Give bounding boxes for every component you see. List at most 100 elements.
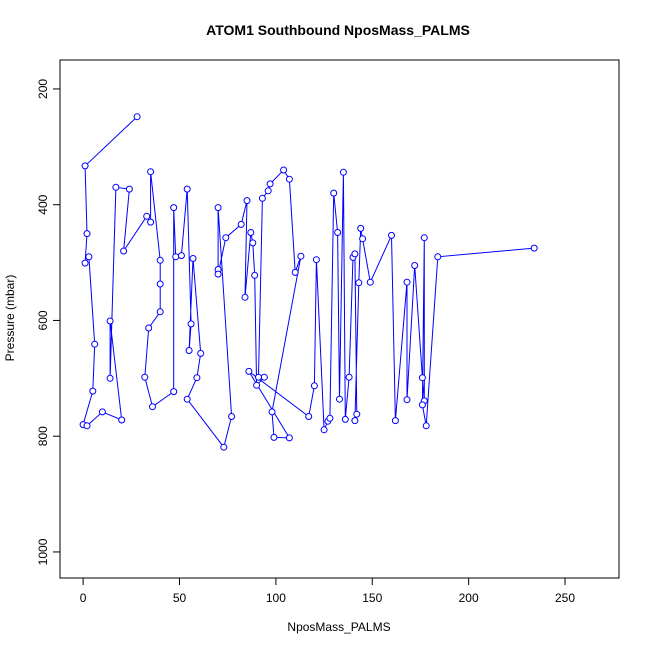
x-tick-label: 50 xyxy=(173,591,187,605)
data-point xyxy=(147,168,155,176)
data-point xyxy=(326,414,334,422)
data-point xyxy=(120,247,128,255)
data-point xyxy=(339,168,347,176)
data-point xyxy=(351,417,359,425)
data-point xyxy=(185,347,193,354)
data-point xyxy=(220,443,228,451)
data-point xyxy=(237,220,245,228)
data-point xyxy=(133,113,141,121)
data-point xyxy=(320,426,328,434)
data-point xyxy=(189,255,197,262)
data-point xyxy=(297,252,305,260)
data-point xyxy=(247,229,255,236)
data-point xyxy=(345,373,353,381)
data-point xyxy=(245,367,253,375)
data-point xyxy=(366,278,374,286)
data-point xyxy=(83,230,91,238)
data-point xyxy=(98,408,106,416)
data-point xyxy=(125,185,133,193)
data-point xyxy=(418,374,426,382)
data-point xyxy=(249,239,257,247)
data-point xyxy=(172,253,180,261)
data-point xyxy=(91,340,99,348)
x-tick-label: 0 xyxy=(80,591,87,605)
data-point xyxy=(183,395,191,403)
data-point xyxy=(147,218,155,226)
data-point xyxy=(268,408,276,416)
x-axis-label: NposMass_PALMS xyxy=(287,620,390,634)
data-point xyxy=(83,422,91,430)
data-point xyxy=(391,417,399,425)
data-point xyxy=(145,324,153,332)
data-point xyxy=(334,229,342,236)
data-point xyxy=(253,381,261,389)
data-point xyxy=(170,204,178,212)
data-point xyxy=(351,250,359,258)
data-point xyxy=(403,396,411,404)
data-point xyxy=(341,415,349,423)
y-tick-label: 1000 xyxy=(36,538,50,565)
data-point xyxy=(89,387,97,395)
data-point xyxy=(106,374,114,382)
data-point xyxy=(388,231,395,239)
data-point xyxy=(280,166,288,174)
data-point xyxy=(411,262,419,269)
data-point xyxy=(305,413,313,420)
data-point xyxy=(222,234,230,242)
data-point xyxy=(106,317,114,325)
data-point xyxy=(422,422,430,430)
data-point xyxy=(336,395,343,403)
data-point xyxy=(170,388,178,396)
y-tick-label: 800 xyxy=(36,426,50,446)
data-point xyxy=(260,373,268,381)
data-point xyxy=(285,434,293,442)
data-point xyxy=(156,308,164,316)
data-point xyxy=(197,349,205,357)
data-point xyxy=(187,320,195,328)
data-point xyxy=(530,244,538,252)
data-point xyxy=(193,374,201,382)
data-point xyxy=(258,194,266,202)
data-point xyxy=(149,403,156,411)
series-line xyxy=(82,116,535,449)
x-tick-label: 200 xyxy=(459,591,479,605)
data-point xyxy=(403,278,411,286)
x-tick-label: 250 xyxy=(555,591,575,605)
data-point xyxy=(183,185,191,193)
data-point xyxy=(141,373,149,381)
data-point xyxy=(359,235,367,243)
data-point xyxy=(156,280,164,288)
data-point xyxy=(255,373,262,381)
data-point xyxy=(285,175,293,183)
data-point xyxy=(85,253,93,261)
data-point xyxy=(310,382,318,390)
data-point xyxy=(355,279,363,287)
y-tick-label: 600 xyxy=(36,310,50,330)
data-point xyxy=(214,270,222,278)
data-point xyxy=(81,162,89,170)
data-point xyxy=(118,416,126,424)
data-point xyxy=(434,253,442,261)
data-point xyxy=(420,234,428,242)
chart-title: ATOM1 Southbound NposMass_PALMS xyxy=(206,22,470,38)
y-tick-label: 400 xyxy=(36,194,50,214)
data-point xyxy=(291,268,299,276)
y-tick-label: 200 xyxy=(36,79,50,99)
data-point xyxy=(143,212,151,220)
data-point xyxy=(264,187,272,195)
data-point xyxy=(112,183,120,191)
data-point xyxy=(251,271,259,279)
data-point xyxy=(270,433,278,441)
data-point xyxy=(241,293,249,301)
data-point xyxy=(228,413,236,420)
data-point xyxy=(312,256,320,264)
y-axis-label: Pressure (mbar) xyxy=(3,275,17,362)
data-point xyxy=(357,224,365,232)
x-tick-label: 100 xyxy=(266,591,286,605)
data-point xyxy=(330,189,338,197)
data-point xyxy=(266,180,274,188)
data-point xyxy=(81,259,89,267)
data-point xyxy=(214,204,222,212)
